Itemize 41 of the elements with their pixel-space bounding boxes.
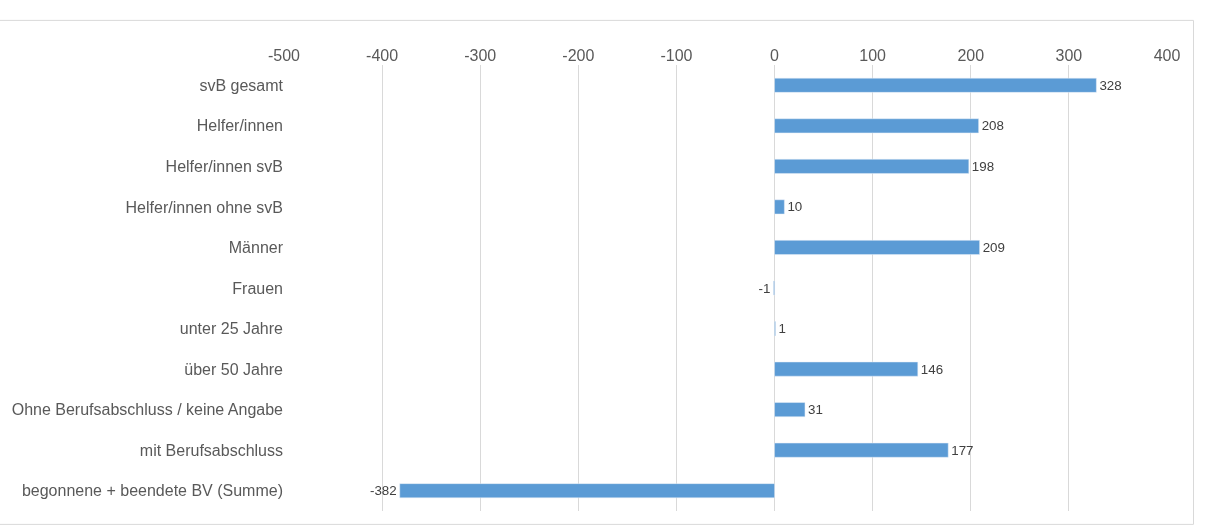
y-tick-label: svB gesamt bbox=[199, 76, 284, 94]
x-tick-label: 200 bbox=[957, 46, 985, 64]
y-tick-label: Männer bbox=[228, 239, 284, 257]
bar bbox=[774, 118, 979, 134]
y-tick-label: mit Berufsabschluss bbox=[139, 441, 283, 459]
data-label: 209 bbox=[982, 240, 1005, 256]
data-label: 208 bbox=[981, 118, 1004, 134]
x-tick-label: 300 bbox=[1055, 46, 1083, 64]
x-tick-label: 400 bbox=[1153, 46, 1181, 64]
bar bbox=[774, 159, 970, 174]
bar bbox=[774, 77, 1097, 93]
y-tick-label: Helfer/innen svB bbox=[165, 157, 283, 175]
bar bbox=[399, 483, 775, 499]
x-tick-label: -200 bbox=[562, 46, 595, 64]
y-tick-label: Helfer/innen ohne svB bbox=[125, 198, 283, 216]
bar bbox=[774, 442, 949, 458]
x-tick-label: -100 bbox=[660, 46, 693, 64]
y-tick-label: Frauen bbox=[232, 279, 283, 297]
data-label: 146 bbox=[920, 361, 944, 377]
y-tick-label: unter 25 Jahre bbox=[179, 320, 284, 338]
data-label: -382 bbox=[369, 483, 397, 499]
bar bbox=[774, 402, 806, 417]
x-tick-label: 100 bbox=[859, 46, 887, 64]
y-tick-label: über 50 Jahre bbox=[184, 360, 284, 378]
data-label: 177 bbox=[951, 442, 974, 458]
x-tick-label: -300 bbox=[464, 46, 497, 64]
bar bbox=[774, 199, 785, 215]
bar bbox=[774, 240, 980, 255]
data-label: 328 bbox=[1099, 77, 1122, 93]
data-label: 31 bbox=[807, 402, 823, 418]
data-label: 10 bbox=[787, 199, 803, 215]
x-tick-label: -500 bbox=[267, 46, 301, 64]
y-tick-label: begonnene + beendete BV (Summe) bbox=[21, 482, 283, 500]
bar bbox=[774, 361, 919, 377]
data-label: -1 bbox=[758, 280, 771, 296]
y-tick-label: Ohne Berufsabschluss / keine Angabe bbox=[11, 401, 284, 419]
data-label: 198 bbox=[971, 158, 995, 174]
data-label: 1 bbox=[778, 321, 786, 337]
y-tick-label: Helfer/innen bbox=[196, 117, 283, 135]
x-tick-label: 0 bbox=[770, 46, 780, 64]
x-tick-label: -400 bbox=[366, 46, 399, 64]
